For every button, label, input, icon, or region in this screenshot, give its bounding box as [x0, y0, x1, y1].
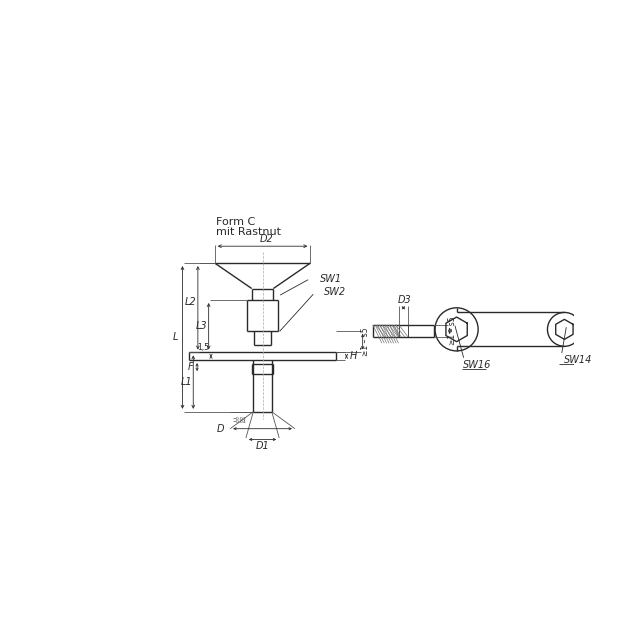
Text: D1: D1: [255, 442, 269, 451]
Text: F: F: [188, 362, 194, 372]
Text: ≥1 – s5: ≥1 – s5: [448, 317, 457, 345]
Text: SW14: SW14: [564, 355, 593, 365]
Text: D: D: [216, 424, 224, 434]
Text: SW1: SW1: [319, 273, 342, 284]
Text: H: H: [349, 351, 357, 362]
Text: Form C: Form C: [216, 216, 255, 227]
Text: 1,5: 1,5: [197, 343, 209, 353]
Text: SW16: SW16: [463, 360, 491, 370]
Text: L2: L2: [185, 296, 196, 307]
Text: ≥1 – s5: ≥1 – s5: [361, 328, 370, 356]
Text: L3: L3: [196, 321, 207, 332]
Text: L1: L1: [180, 377, 192, 387]
Text: L: L: [173, 332, 178, 342]
Text: D3: D3: [397, 295, 411, 305]
Text: D2: D2: [260, 234, 273, 244]
Text: $^{-0.02}_{-0.04}$: $^{-0.02}_{-0.04}$: [232, 415, 247, 426]
Text: SW2: SW2: [324, 287, 346, 298]
Text: mit Rastnut: mit Rastnut: [216, 227, 282, 237]
